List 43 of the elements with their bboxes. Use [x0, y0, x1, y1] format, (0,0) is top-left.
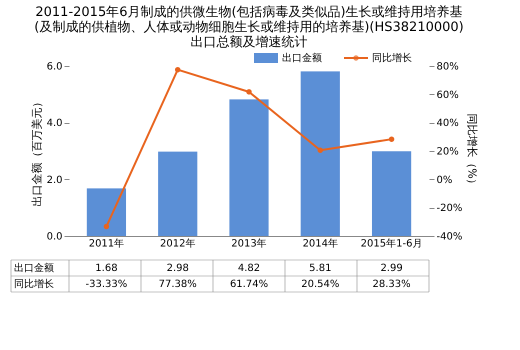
point	[104, 224, 110, 230]
text: 出口金额	[14, 263, 54, 274]
data-label: 2.99	[380, 263, 403, 274]
x-tick-label: 2012年	[160, 238, 196, 250]
bar	[86, 188, 126, 236]
x-tick-label: 2014年	[302, 238, 338, 250]
y2-tick-label: -40%	[436, 232, 462, 242]
data-label: 2.98	[166, 263, 189, 274]
y2-tick-label: 20%	[436, 146, 459, 158]
bar	[300, 71, 340, 236]
data-label: 20.54%	[301, 279, 340, 290]
legend-label: 同比增长	[372, 52, 412, 64]
data-label: 61.74%	[230, 279, 268, 290]
y2-tick-label: 40%	[436, 118, 459, 130]
y-axis-title: 出口金额（百万美元）	[30, 96, 44, 206]
bar	[229, 99, 269, 236]
y2-tick-label: 60%	[436, 90, 459, 101]
data-label: 77.38%	[158, 279, 197, 290]
data-label: 4.82	[238, 263, 260, 274]
point	[318, 148, 324, 153]
chart-title: 2011-2015年6月制成的供微生物(包括病毒及类似品)生长或维持用培养基(及制成的供植物、人体或动物细胞生长或维持用的培养基)(HS38210000)出口总额及增速统计	[34, 4, 464, 50]
data-label: 1.68	[95, 263, 118, 274]
bar	[372, 151, 412, 236]
y2-tick-label: -20%	[436, 203, 462, 214]
point	[174, 66, 180, 72]
data-label: 5.81	[309, 263, 332, 274]
x-tick-label: 2011年	[88, 238, 124, 250]
y-tick-label: 2.0	[46, 174, 62, 186]
point	[246, 89, 252, 95]
data-label: 28.33%	[372, 279, 411, 290]
data-label: -33.33%	[86, 279, 128, 290]
y-tick-label: 0.0	[46, 232, 62, 242]
y2-tick-label: 0%	[436, 174, 452, 186]
legend-label: 出口金额	[282, 52, 322, 64]
x-tick-label: 2013年	[231, 238, 267, 250]
x-tick-label: 2015年1-6月	[360, 238, 422, 250]
point	[388, 136, 394, 142]
y2-tick-label: 80%	[436, 62, 459, 72]
y2-axis-title: 同比增长（%）	[465, 113, 478, 190]
y-tick-label: 4.0	[46, 118, 62, 130]
y-tick-label: 6.0	[46, 62, 62, 72]
bar	[158, 152, 198, 236]
text: 同比增长	[14, 279, 54, 290]
